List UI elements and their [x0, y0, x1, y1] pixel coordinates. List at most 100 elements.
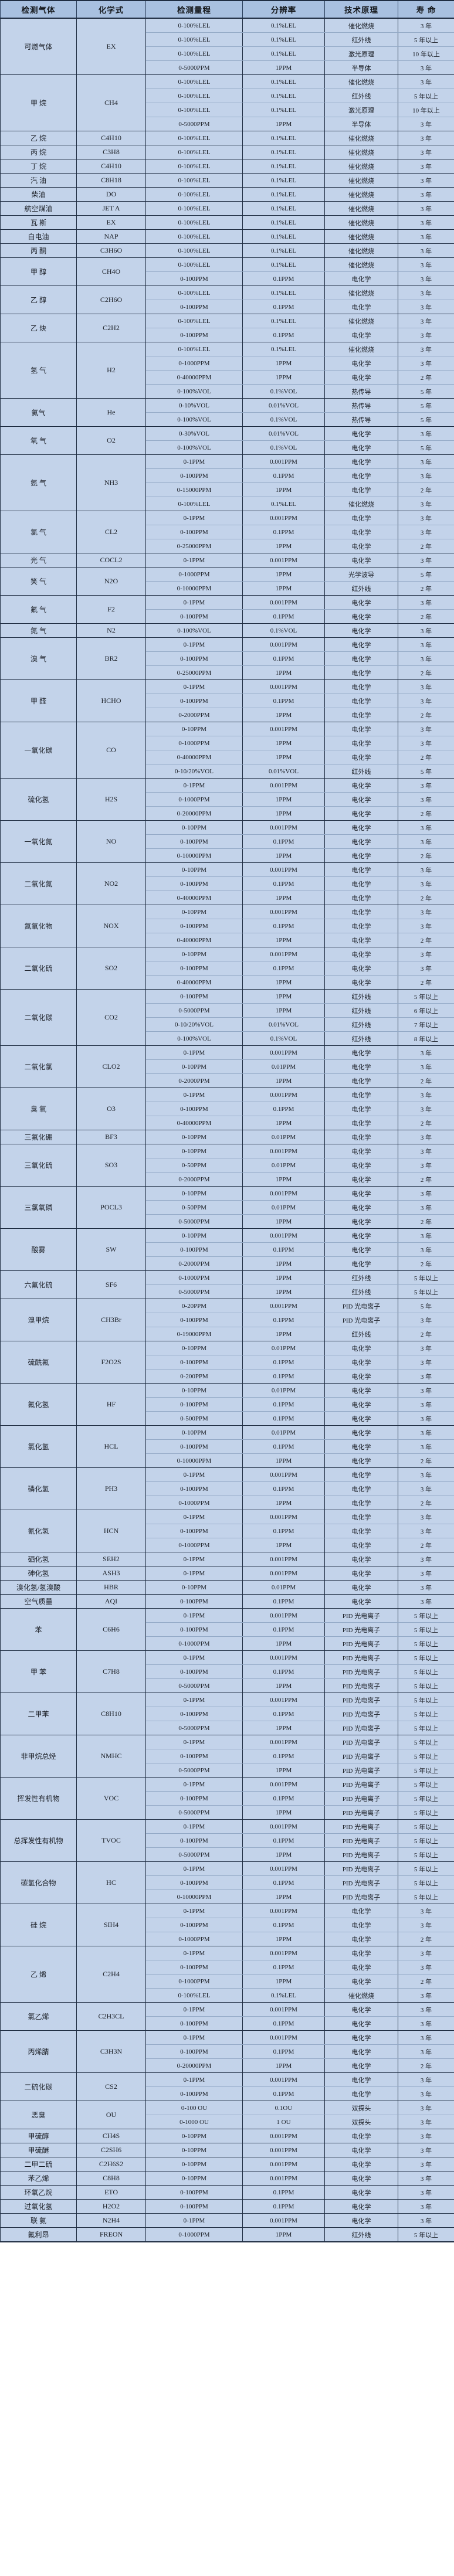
cell-resolution: 0.01PPM [242, 1341, 325, 1355]
cell-lifetime: 3 年 [398, 314, 454, 328]
cell-gas-name: 二氧化硫 [0, 947, 77, 990]
cell-resolution: 1PPM [242, 1847, 325, 1862]
cell-gas-name: 磷化氢 [0, 1467, 77, 1510]
cell-lifetime: 2 年 [398, 708, 454, 722]
cell-range: 0-100PPM [145, 525, 243, 539]
cell-principle: 电化学 [324, 1974, 398, 1989]
cell-principle: 电化学 [324, 1439, 398, 1454]
table-row: 甲 醛 HCHO 0-1PPM 0.001PPM 电化学 3 年 [0, 679, 454, 722]
table-row: 0-1000PPM 1PPM 电化学 2 年 [1, 1974, 454, 1989]
table-row: 0-100PPM 0.1PPM 电化学 3 年 [1, 1102, 454, 1116]
table-row: 汽 油 C8H18 0-100%LEL 0.1%LEL 催化燃烧 3 年 [0, 173, 454, 188]
cell-range: 0-5000PPM [145, 1003, 243, 1018]
cell-chemical-formula: HC [76, 1861, 146, 1904]
cell-range: 0-10PPM [145, 2129, 243, 2143]
cell-principle: 电化学 [324, 834, 398, 849]
cell-principle: PID 光电离子 [324, 1721, 398, 1735]
table-row: 三氯氧磷 POCL3 0-10PPM 0.001PPM 电化学 3 年 [0, 1186, 454, 1229]
cell-range: 0-5000PPM [145, 1721, 243, 1735]
cell-lifetime: 3 年 [398, 1904, 454, 1918]
cell-chemical-formula: C3H3N [76, 2030, 146, 2073]
cell-gas-name: 乙 烯 [0, 1946, 77, 2003]
table-row: 甲 醇 CH4O 0-100%LEL 0.1%LEL 催化燃烧 3 年 [0, 257, 454, 286]
cell-lifetime: 3 年 [398, 328, 454, 342]
table-row: 氮氧化物 NOX 0-10PPM 0.001PPM 电化学 3 年 [0, 905, 454, 947]
cell-lifetime: 3 年 [398, 2185, 454, 2200]
table-row: 0-100%LEL 0.1%LEL 红外线 5 年以上 [1, 32, 454, 47]
cell-range: 0-1000PPM [145, 1932, 243, 1946]
table-row: 二氧化碳 CO2 0-100PPM 1PPM 红外线 5 年以上 [0, 989, 454, 1046]
cell-range: 0-100PPM [145, 834, 243, 849]
table-row: 三氟化硼 BF3 0-10PPM 0.01PPM 电化学 3 年 [0, 1130, 454, 1144]
table-row: 苯乙烯 C8H8 0-10PPM 0.001PPM 电化学 3 年 [0, 2171, 454, 2186]
cell-principle: 电化学 [324, 595, 398, 610]
cell-resolution: 0.001PPM [242, 1552, 325, 1566]
table-row: 丙 烷 C3H8 0-100%LEL 0.1%LEL 催化燃烧 3 年 [0, 145, 454, 159]
cell-gas-name: 乙 炔 [0, 314, 77, 342]
cell-principle: 电化学 [324, 2058, 398, 2073]
cell-chemical-formula: BR2 [76, 637, 146, 680]
cell-principle: 红外线 [324, 89, 398, 103]
table-row: 0-15000PPM 1PPM 电化学 2 年 [1, 482, 454, 497]
cell-principle: 催化燃烧 [324, 159, 398, 174]
cell-gas-name: 氯 气 [0, 511, 77, 553]
cell-range: 0-10PPM [145, 1228, 243, 1243]
cell-principle: 双探头 [324, 2101, 398, 2115]
cell-resolution: 1PPM [242, 1721, 325, 1735]
cell-range: 0-1PPM [145, 1861, 243, 1876]
cell-chemical-formula: C3H6O [76, 243, 146, 258]
cell-resolution: 1PPM [242, 708, 325, 722]
cell-resolution: 1PPM [242, 806, 325, 821]
column-header-formula: 化学式 [76, 0, 146, 19]
table-row: 0-100PPM 0.1PPM 电化学 3 年 [1, 1481, 454, 1496]
cell-range: 0-1PPM [145, 2213, 243, 2228]
table-row: 白电油 NAP 0-100%LEL 0.1%LEL 催化燃烧 3 年 [0, 229, 454, 244]
table-row: 碳氢化合物 HC 0-1PPM 0.001PPM PID 光电离子 5 年以上 [0, 1861, 454, 1904]
cell-chemical-formula: NAP [76, 229, 146, 244]
cell-lifetime: 5 年以上 [398, 1791, 454, 1806]
cell-resolution: 1PPM [242, 1678, 325, 1693]
table-row: 0-100PPM 0.1PPM 电化学 3 年 [1, 1397, 454, 1412]
cell-resolution: 0.1PPM [242, 2086, 325, 2101]
cell-chemical-formula: HCN [76, 1510, 146, 1552]
cell-range: 0-1PPM [145, 637, 243, 652]
table-row: 乙 醇 C2H6O 0-100%LEL 0.1%LEL 催化燃烧 3 年 [0, 286, 454, 314]
cell-lifetime: 3 年 [398, 2143, 454, 2157]
table-row: 0-100%LEL 0.1%LEL 红外线 5 年以上 [1, 89, 454, 103]
table-row: 0-10000PPM 1PPM PID 光电离子 5 年以上 [1, 1889, 454, 1904]
cell-principle: 热传导 [324, 398, 398, 413]
cell-lifetime: 2 年 [398, 539, 454, 553]
cell-gas-name: 白电油 [0, 229, 77, 244]
cell-principle: PID 光电离子 [324, 1763, 398, 1778]
cell-principle: PID 光电离子 [324, 1650, 398, 1665]
cell-principle: 电化学 [324, 1116, 398, 1130]
cell-principle: 电化学 [324, 933, 398, 947]
table-row: 0-10/20%VOL 0.01%VOL 红外线 7 年以上 [1, 1017, 454, 1032]
cell-resolution: 0.1PPM [242, 694, 325, 708]
table-row: 0-100PPM 0.1PPM PID 光电离子 5 年以上 [1, 1664, 454, 1679]
cell-lifetime: 3 年 [398, 286, 454, 300]
cell-gas-name: 氯乙烯 [0, 2002, 77, 2031]
cell-resolution: 1PPM [242, 60, 325, 75]
cell-range: 0-10/20%VOL [145, 764, 243, 779]
cell-range: 0-100%VOL [145, 440, 243, 455]
cell-lifetime: 5 年 [398, 567, 454, 582]
cell-lifetime: 3 年 [398, 257, 454, 272]
cell-range: 0-100PPM [145, 1875, 243, 1890]
table-row: 甲硫醚 C2SH6 0-10PPM 0.001PPM 电化学 3 年 [0, 2143, 454, 2157]
cell-resolution: 0.1%LEL [242, 46, 325, 61]
cell-chemical-formula: C2H3CL [76, 2002, 146, 2031]
gas-detection-table: 检测气体 化学式 检测量程 分辨率 技术原理 寿 命 可燃气体 EX 0-100%L… [0, 0, 454, 2242]
cell-range: 0-5000PPM [145, 60, 243, 75]
cell-range: 0-100PPM [145, 328, 243, 342]
cell-gas-name: 二氧化氮 [0, 862, 77, 905]
table-row: 0-100PPM 0.1PPM PID 光电离子 5 年以上 [1, 1791, 454, 1806]
cell-range: 0-1PPM [145, 679, 243, 694]
cell-range: 0-100PPM [145, 1242, 243, 1257]
cell-resolution: 0.001PPM [242, 2143, 325, 2157]
cell-principle: 电化学 [324, 961, 398, 976]
cell-resolution: 0.1PPM [242, 2199, 325, 2214]
cell-lifetime: 3 年 [398, 426, 454, 441]
cell-range: 0-100PPM [145, 1594, 243, 1609]
cell-resolution: 1PPM [242, 1003, 325, 1018]
